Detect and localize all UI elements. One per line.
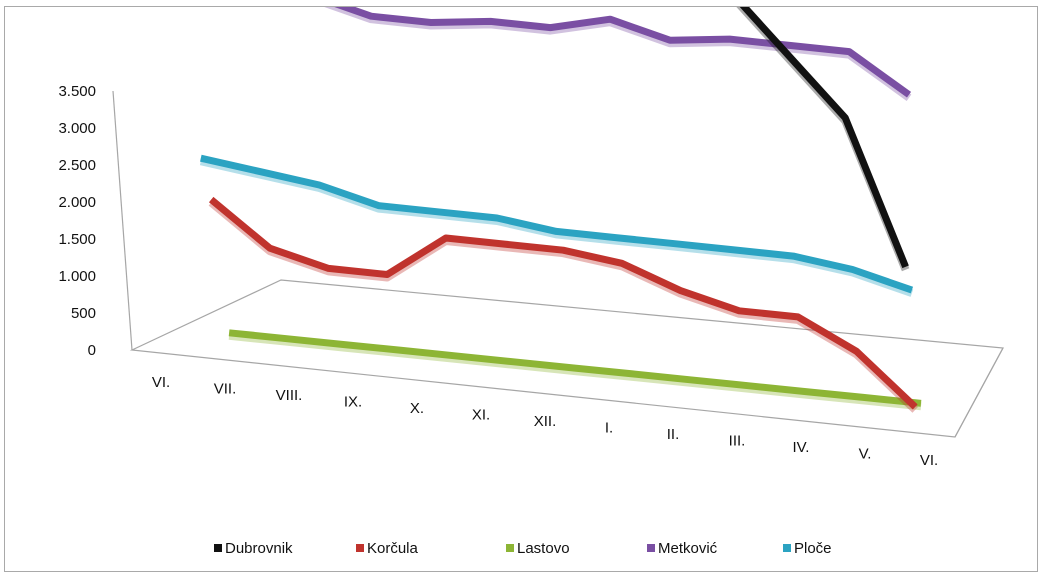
legend-item: Korčula: [356, 540, 419, 557]
y-tick-label: 0: [88, 342, 96, 359]
legend-item: Lastovo: [506, 540, 570, 557]
series-lines: [199, 7, 922, 413]
x-tick-label: II.: [667, 426, 680, 443]
x-tick-label: V.: [859, 446, 872, 463]
floor-plane: [129, 279, 1004, 438]
x-tick-label: IV.: [793, 439, 810, 456]
y-tick-label: 2.000: [58, 194, 96, 211]
x-tick-label: IX.: [344, 394, 362, 411]
y-tick-label: 1.500: [58, 231, 96, 248]
y-axis-ticks: 0 500 1.000 1.500 2.000 2.500 3.000 3.500: [58, 83, 96, 359]
legend-item: Metković: [647, 540, 718, 557]
x-tick-label: XI.: [472, 407, 490, 424]
legend-label: Korčula: [367, 540, 419, 557]
legend: Dubrovnik Korčula Lastovo Metković Ploče: [214, 540, 832, 557]
legend-swatch: [783, 544, 791, 552]
x-axis-ticks: VI. VII. VIII. IX. X. XI. XII. I. II. III. IV. V. VI…: [152, 374, 938, 469]
legend-label: Lastovo: [517, 540, 570, 557]
y-tick-label: 1.000: [58, 268, 96, 285]
legend-swatch: [506, 544, 514, 552]
x-tick-label: I.: [605, 420, 613, 437]
series-metkovi: [324, 7, 912, 101]
y-tick-label: 2.500: [58, 157, 96, 174]
y-tick-label: 3.000: [58, 120, 96, 137]
x-tick-label: XII.: [534, 413, 557, 430]
floor-right-edge: [954, 347, 1004, 438]
legend-item: Dubrovnik: [214, 540, 293, 557]
series-line: [200, 154, 914, 294]
series-dubrovnik: [736, 7, 910, 272]
series-korula: [208, 196, 918, 413]
x-tick-label: VI.: [920, 452, 938, 469]
x-tick-label: VII.: [214, 381, 237, 398]
y-tick-label: 500: [71, 305, 96, 322]
x-tick-label: VI.: [152, 374, 170, 391]
series-line-shadow: [324, 7, 912, 101]
x-tick-label: III.: [729, 433, 746, 450]
y-axis-line: [112, 90, 133, 351]
series-ploe: [199, 154, 914, 297]
x-tick-label: VIII.: [276, 387, 303, 404]
legend-swatch: [647, 544, 655, 552]
legend-swatch: [356, 544, 364, 552]
series-lastovo: [228, 329, 922, 411]
legend-item: Ploče: [783, 540, 832, 557]
x-tick-label: X.: [410, 400, 424, 417]
legend-label: Ploče: [794, 540, 832, 557]
legend-swatch: [214, 544, 222, 552]
chart-area: 0 500 1.000 1.500 2.000 2.500 3.000 3.500 VI. VI…: [4, 6, 1038, 572]
legend-label: Metković: [658, 540, 718, 557]
legend-label: Dubrovnik: [225, 540, 293, 557]
axes: [112, 90, 1004, 438]
y-tick-label: 3.500: [58, 83, 96, 100]
